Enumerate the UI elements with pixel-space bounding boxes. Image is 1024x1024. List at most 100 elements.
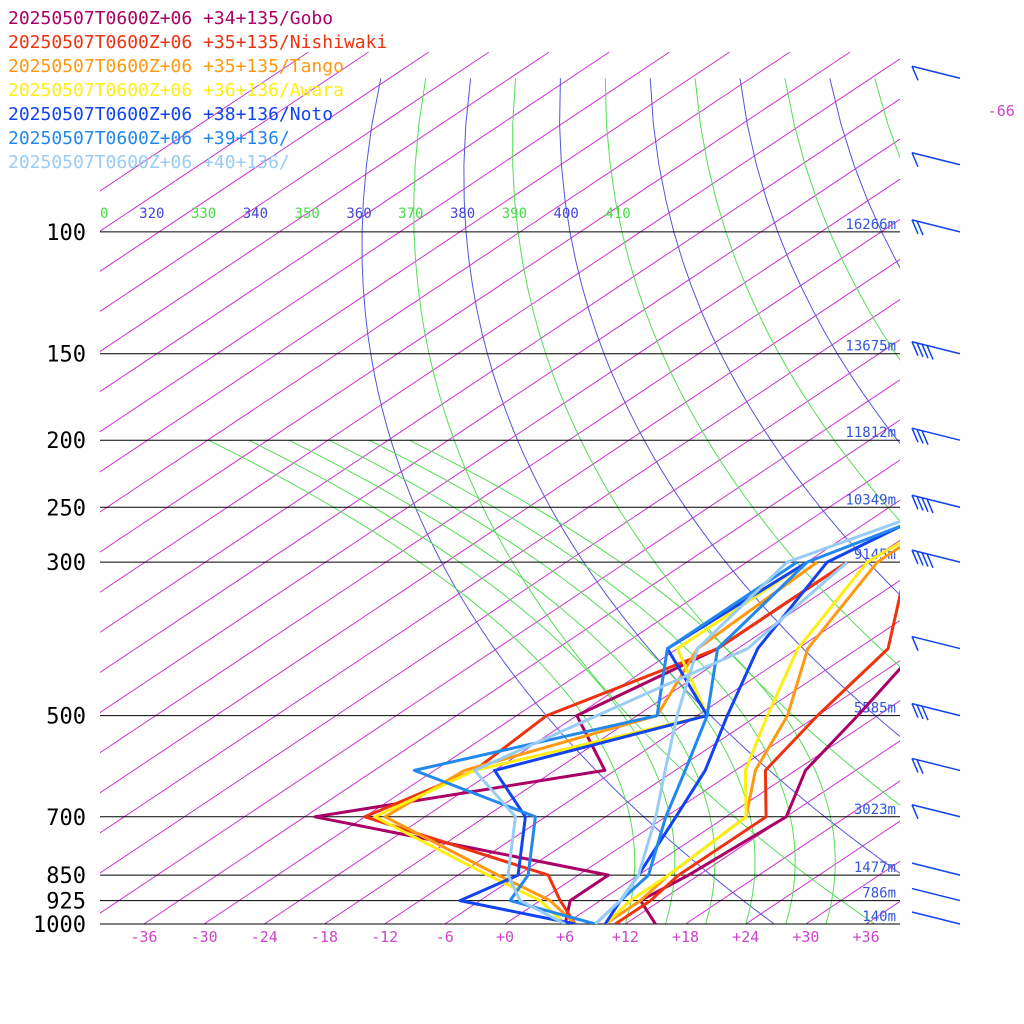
isotherm-line bbox=[100, 339, 900, 874]
axis-labels: -36-30-24-18-12-6+0+6+12+18+24+30+36-66-… bbox=[100, 102, 1015, 946]
pressure-label: 150 bbox=[46, 343, 86, 368]
pressure-label: 100 bbox=[46, 221, 86, 246]
isotherm-line bbox=[685, 780, 900, 924]
isotherm-line bbox=[926, 52, 1024, 924]
theta-label: 340 bbox=[243, 206, 268, 222]
dry-adiabat-line bbox=[649, 78, 900, 596]
isotherm-line bbox=[100, 258, 900, 794]
isotherm-line bbox=[100, 138, 900, 674]
dry-adiabat-line bbox=[512, 78, 900, 806]
x-tick-label: +0 bbox=[496, 928, 514, 946]
series-4-temp-line bbox=[604, 524, 900, 924]
isotherm-line bbox=[444, 619, 900, 924]
x-tick-label: -24 bbox=[251, 928, 278, 946]
isotherm-line bbox=[504, 660, 900, 924]
legend-entry: 20250507T0600Z+06 +38+136/Noto bbox=[8, 104, 333, 125]
isotherm-line bbox=[100, 51, 791, 513]
moist-adiabat-line bbox=[409, 439, 836, 924]
pressure-label: 850 bbox=[46, 864, 86, 889]
legend-entry: 20250507T0600Z+06 +36+136/Awara bbox=[8, 80, 344, 101]
wind-barb bbox=[911, 152, 961, 168]
theta-label: 360 bbox=[346, 206, 371, 222]
height-label: 1477m bbox=[854, 860, 896, 876]
theta-label: 390 bbox=[502, 206, 527, 222]
wind-barb bbox=[911, 427, 961, 445]
dry-adiabat-line bbox=[874, 78, 900, 160]
wind-barb bbox=[911, 702, 961, 721]
height-label: 3023m bbox=[854, 802, 896, 818]
theta-label: 410 bbox=[605, 206, 630, 222]
pressure-label: 500 bbox=[46, 705, 86, 730]
height-label: 16266m bbox=[845, 217, 896, 233]
wind-barb bbox=[911, 635, 961, 651]
series-3-temp-line bbox=[604, 540, 900, 924]
legend: 20250507T0600Z+06 +34+135/Gobo 20250507T0… bbox=[8, 8, 387, 173]
x-tick-label: +12 bbox=[612, 928, 639, 946]
wind-barb bbox=[911, 862, 961, 876]
wind-barbs bbox=[911, 65, 961, 925]
legend-entry: 20250507T0600Z+06 +39+136/ bbox=[8, 128, 290, 149]
x-tick-label: +30 bbox=[792, 928, 819, 946]
wind-barb bbox=[911, 549, 961, 569]
isotherm-line bbox=[100, 51, 610, 393]
isotherm-line bbox=[865, 900, 900, 924]
pressure-label: 700 bbox=[46, 806, 86, 831]
background-grid bbox=[100, 51, 1024, 924]
series-0-temp-line bbox=[639, 666, 900, 924]
theta-label: 370 bbox=[398, 206, 423, 222]
isotherm-line bbox=[100, 51, 309, 192]
isotherm-line bbox=[264, 499, 900, 924]
x-tick-label: -6 bbox=[436, 928, 454, 946]
x-tick-label: +6 bbox=[556, 928, 574, 946]
pressure-label: 250 bbox=[46, 496, 86, 521]
legend-entry: 20250507T0600Z+06 +35+135/Tango bbox=[8, 56, 344, 77]
height-label: 140m bbox=[862, 909, 896, 925]
dry-adiabat-line bbox=[694, 78, 900, 522]
isotherm-line bbox=[324, 539, 900, 924]
legend-entry: 20250507T0600Z+06 +35+135/Nishiwaki bbox=[8, 32, 387, 53]
moist-adiabat-line bbox=[328, 439, 756, 924]
height-label: 10349m bbox=[845, 492, 896, 508]
dry-adiabat-line bbox=[413, 78, 875, 924]
isotherm-line bbox=[100, 298, 900, 834]
series-2-temp-line bbox=[604, 545, 900, 924]
theta-label: 330 bbox=[191, 206, 216, 222]
height-label: 786m bbox=[862, 886, 896, 902]
legend-entry: 20250507T0600Z+06 +34+135/Gobo bbox=[8, 8, 333, 29]
wind-barb bbox=[911, 494, 961, 514]
theta-label: 400 bbox=[554, 206, 579, 222]
x-tick-label: -36 bbox=[130, 928, 157, 946]
dry-adiabat-line bbox=[784, 78, 900, 361]
isotherm-line bbox=[986, 52, 1024, 924]
isotherm-line bbox=[625, 740, 900, 924]
series-5-temp-line bbox=[594, 524, 900, 924]
theta-label: 0 bbox=[100, 206, 108, 222]
wind-barb bbox=[911, 65, 961, 81]
legend-entry: 20250507T0600Z+06 +40+136/ bbox=[8, 152, 290, 173]
dry-adiabat-line bbox=[604, 78, 900, 668]
height-label: 13675m bbox=[845, 339, 896, 355]
isotherm-line bbox=[100, 178, 900, 714]
theta-label: 350 bbox=[295, 206, 320, 222]
wind-barb bbox=[911, 757, 961, 774]
dry-adiabat-line bbox=[559, 78, 900, 738]
isotherm-label: -66 bbox=[988, 102, 1015, 120]
height-label: 5585m bbox=[854, 701, 896, 717]
pressure-label: 925 bbox=[46, 890, 86, 915]
series-4-dew-line bbox=[458, 560, 808, 924]
isotherm-line bbox=[100, 98, 900, 633]
isotherm-line bbox=[100, 379, 900, 914]
wind-barb bbox=[911, 340, 961, 360]
dry-adiabat-line bbox=[463, 78, 900, 874]
isotherm-line bbox=[100, 51, 851, 553]
isotherm-line bbox=[143, 419, 900, 924]
isotherm-line bbox=[100, 51, 550, 353]
pressure-label: 1000 bbox=[33, 913, 86, 938]
wind-barb bbox=[911, 911, 961, 925]
x-tick-label: +36 bbox=[853, 928, 880, 946]
isotherm-line bbox=[805, 860, 900, 924]
isotherm-line bbox=[100, 51, 490, 312]
pressure-label: 200 bbox=[46, 429, 86, 454]
series-6-dew-line bbox=[473, 560, 849, 924]
